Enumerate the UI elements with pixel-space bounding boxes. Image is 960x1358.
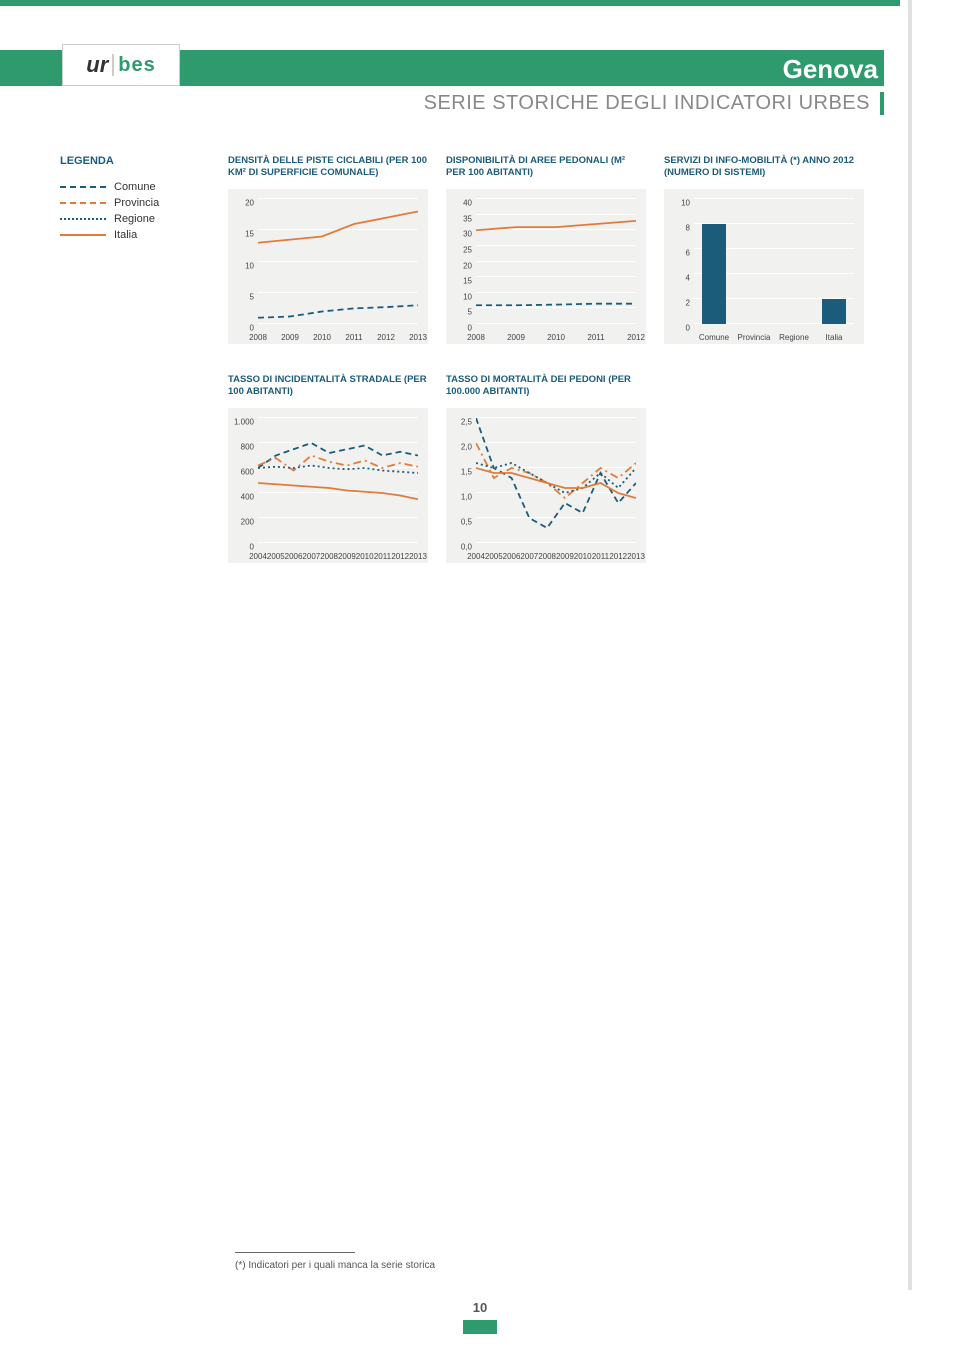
legend-label: Regione (114, 213, 155, 225)
legend-item: Italia (60, 229, 210, 241)
legend-item: Provincia (60, 197, 210, 209)
chart-title: SERVIZI DI INFO-MOBILITÀ (*) ANNO 2012 (… (664, 155, 864, 183)
logo-bes: bes (118, 54, 155, 77)
chart-title: DISPONIBILITÀ DI AREE PEDONALI (M² PER 1… (446, 155, 646, 183)
city-title: Genova (783, 54, 878, 85)
legend: LEGENDA Comune Provincia Regione Italia (60, 155, 210, 344)
chart-pedonali: DISPONIBILITÀ DI AREE PEDONALI (M² PER 1… (446, 155, 646, 344)
chart-mortalita-pedoni: TASSO DI MORTALITÀ DEI PEDONI (PER 100.0… (446, 374, 646, 563)
right-divider (908, 0, 912, 1290)
chart-title: TASSO DI MORTALITÀ DEI PEDONI (PER 100.0… (446, 374, 646, 402)
legend-label: Comune (114, 181, 156, 193)
chart-infomobilita: SERVIZI DI INFO-MOBILITÀ (*) ANNO 2012 (… (664, 155, 864, 344)
footnote: (*) Indicatori per i quali manca la seri… (235, 1260, 435, 1271)
page-subtitle: SERIE STORICHE DEGLI INDICATORI URBES (424, 92, 870, 115)
footnote-divider (235, 1252, 355, 1253)
chart-title: TASSO DI INCIDENTALITÀ STRADALE (PER 100… (228, 374, 428, 402)
legend-label: Italia (114, 229, 137, 241)
logo-ur: ur (86, 52, 108, 78)
chart-ciclabili: DENSITÀ DELLE PISTE CICLABILI (PER 100 K… (228, 155, 428, 344)
chart-incidentalita: TASSO DI INCIDENTALITÀ STRADALE (PER 100… (228, 374, 428, 563)
page-number: 10 (473, 1300, 487, 1315)
page-number-accent (463, 1320, 497, 1334)
top-accent (0, 0, 900, 6)
legend-item: Regione (60, 213, 210, 225)
legend-label: Provincia (114, 197, 159, 209)
logo: ur bes (62, 44, 180, 86)
chart-title: DENSITÀ DELLE PISTE CICLABILI (PER 100 K… (228, 155, 428, 183)
legend-title: LEGENDA (60, 155, 210, 167)
legend-item: Comune (60, 181, 210, 193)
